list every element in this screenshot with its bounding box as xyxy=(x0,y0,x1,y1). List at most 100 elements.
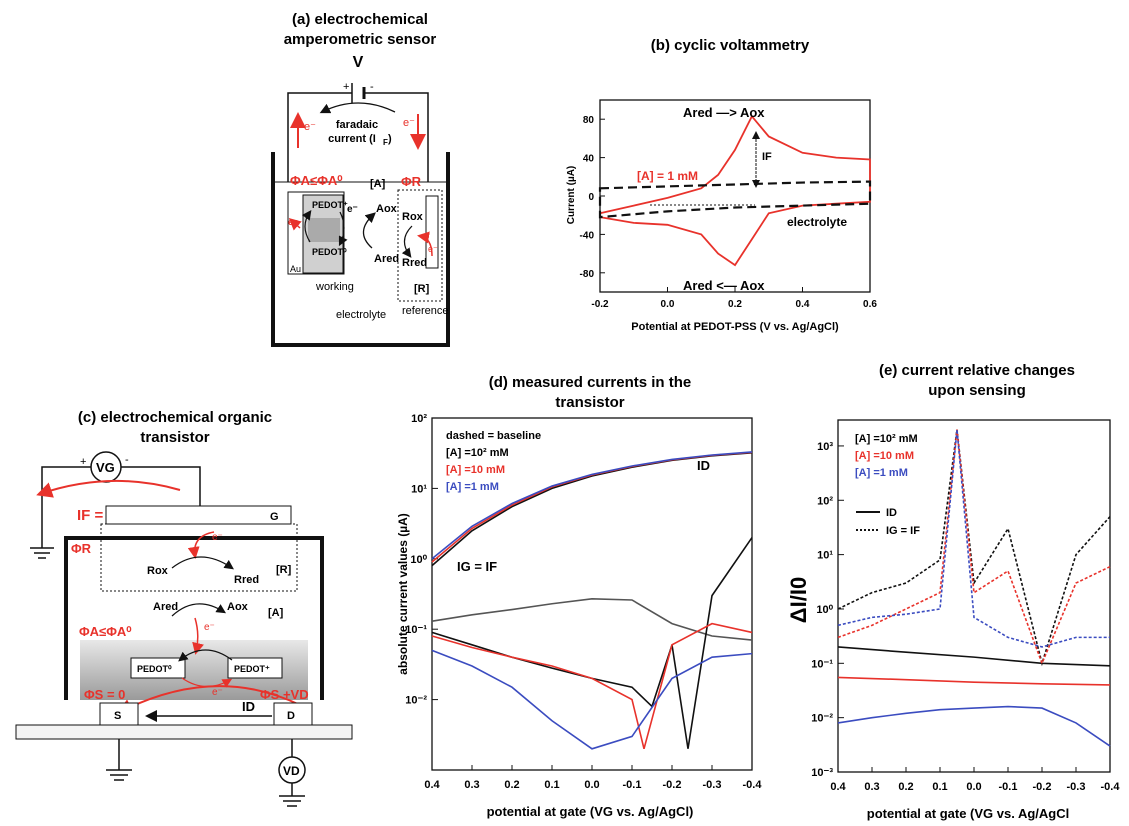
e-xtick-label: 0.0 xyxy=(966,781,981,793)
e-series-4 xyxy=(837,429,1111,666)
e-legend-1: [A] =10² mM xyxy=(855,433,918,445)
pedot-zero-c: PEDOT⁰ xyxy=(137,664,172,674)
id-label-c: ID xyxy=(242,699,255,714)
d-series-2 xyxy=(431,451,753,560)
e-legend-3: [A] =1 mM xyxy=(855,467,908,479)
substrate xyxy=(15,724,353,740)
cv-ytick-label: 40 xyxy=(583,154,595,165)
e-ref: e⁻ xyxy=(428,244,438,254)
panel-d: (d) measured currents in the transistor … xyxy=(396,374,762,819)
cv-ytick-label: 80 xyxy=(583,115,595,126)
gate-electrode xyxy=(105,505,292,525)
d-xtick-label: 0.1 xyxy=(544,779,559,791)
e-series-2 xyxy=(837,705,1111,747)
panel-e-title-1: (e) current relative changes xyxy=(879,362,1075,379)
electron-label-left: e⁻ xyxy=(304,121,316,133)
bottom-annotation: Ared <— Aox xyxy=(683,278,765,293)
d-xtick-label: -0.1 xyxy=(623,779,642,791)
pedot-zero-box xyxy=(130,657,186,679)
d-xtick-label: 0.3 xyxy=(464,779,479,791)
cv-xtick-label: 0.4 xyxy=(796,299,810,310)
vg-minus: - xyxy=(125,454,129,466)
battery-minus: - xyxy=(370,81,374,93)
cv-ytick-label: -80 xyxy=(580,269,595,280)
top-annotation: Ared —> Aox xyxy=(683,105,765,120)
cv-xtick-label: 0.0 xyxy=(661,299,675,310)
r-ox: Rox xyxy=(402,211,424,223)
vd-label: VD xyxy=(283,764,300,778)
d-xtick-label: -0.4 xyxy=(743,779,763,791)
pedot-plus-box xyxy=(227,657,283,679)
d-id-label: ID xyxy=(697,458,710,473)
d-legend-2: [A] =10 mM xyxy=(446,464,505,476)
pedot-plus-c: PEDOT⁺ xyxy=(234,664,270,674)
e-ytick-label: 10⁻² xyxy=(811,713,833,725)
beaker xyxy=(271,152,450,347)
phi-a-label: ΦA≤ΦA⁰ xyxy=(290,173,343,188)
d-xtick-label: 0.0 xyxy=(584,779,599,791)
cv-plot-frame xyxy=(599,99,871,293)
vg-label: VG xyxy=(96,460,115,475)
drain-label: D xyxy=(287,710,295,722)
transistor-container xyxy=(64,536,324,700)
e-ytick-label: 10⁻³ xyxy=(811,767,833,779)
gate-label: G xyxy=(270,511,279,523)
cv-electrolyte-label: electrolyte xyxy=(787,215,847,229)
panel-a: (a) electrochemical amperometric sensor … xyxy=(271,11,450,347)
d-ytick-label: 10² xyxy=(411,413,427,425)
d-legend-header: dashed = baseline xyxy=(446,430,541,442)
e-series-3 xyxy=(837,429,1111,667)
phi-a-c: ΦA≤ΦA⁰ xyxy=(79,624,132,639)
d-ytick-label: 10⁻¹ xyxy=(405,624,427,636)
panel-b: (b) cyclic voltammetry 80 40 0 -40 -80 -0.2 0.… xyxy=(566,37,877,333)
d-xlabel: potential at gate (VG vs. Ag/AgCl) xyxy=(487,804,694,819)
e-xtick-label: 0.2 xyxy=(898,781,913,793)
e-xtick-label: -0.3 xyxy=(1067,781,1086,793)
pedot-plus: PEDOT⁺ xyxy=(312,200,348,210)
svg-text:): ) xyxy=(388,133,392,145)
e-small-1: e⁻ xyxy=(288,217,298,227)
d-ytick-label: 10⁰ xyxy=(410,554,427,566)
cv-xlabel: Potential at PEDOT-PSS (V vs. Ag/AgCl) xyxy=(631,321,839,333)
au-label: Au xyxy=(290,264,301,274)
cv-xtick-label: 0.6 xyxy=(863,299,877,310)
d-series-6 xyxy=(431,649,753,750)
pedot-zero: PEDOT⁰ xyxy=(312,247,347,257)
e-c-2: e⁻ xyxy=(204,622,215,633)
cv-xtick-label: -0.2 xyxy=(591,299,609,310)
e-xtick-label: 0.4 xyxy=(830,781,846,793)
e-c-1: e⁻ xyxy=(212,532,223,543)
faradaic-sub: F xyxy=(383,138,388,147)
e-legend-ig: IG = IF xyxy=(886,525,920,537)
r-ox-c: Rox xyxy=(147,565,169,577)
panel-c: (c) electrochemical organic transistor V… xyxy=(15,409,353,807)
vg-plus: + xyxy=(80,456,86,468)
e-ytick-label: 10² xyxy=(817,495,833,507)
e-legend-2: [A] =10 mM xyxy=(855,450,914,462)
e-xtick-label: 0.3 xyxy=(864,781,879,793)
electrolyte-label: electrolyte xyxy=(336,309,386,321)
r-red: Rred xyxy=(402,257,427,269)
a-red: Ared xyxy=(374,253,399,265)
working-label: working xyxy=(315,281,354,293)
cv-xtick-label: 0.2 xyxy=(728,299,742,310)
battery-label: V xyxy=(353,54,364,71)
source-label: S xyxy=(114,710,121,722)
a-ox-c: Aox xyxy=(227,601,249,613)
e-xlabel: potential at gate (VG vs. Ag/AgCl xyxy=(867,806,1069,821)
panel-a-title-2: amperometric sensor xyxy=(284,31,437,48)
panel-d-title-2: transistor xyxy=(555,394,624,411)
d-xtick-label: 0.2 xyxy=(504,779,519,791)
a-red-c: Ared xyxy=(153,601,178,613)
cv-series-electrolyte xyxy=(598,180,872,219)
e-ylabel: ΔI/I0 xyxy=(786,577,811,623)
cv-ytick-label: -40 xyxy=(580,230,595,241)
e-series-1 xyxy=(837,676,1111,686)
reference-label: reference xyxy=(402,305,448,317)
a-ox: Aox xyxy=(376,203,398,215)
e-xtick-label: -0.2 xyxy=(1033,781,1052,793)
panel-d-title-1: (d) measured currents in the xyxy=(489,374,692,391)
battery-plus: + xyxy=(343,81,349,93)
d-legend-1: [A] =10² mM xyxy=(446,447,509,459)
